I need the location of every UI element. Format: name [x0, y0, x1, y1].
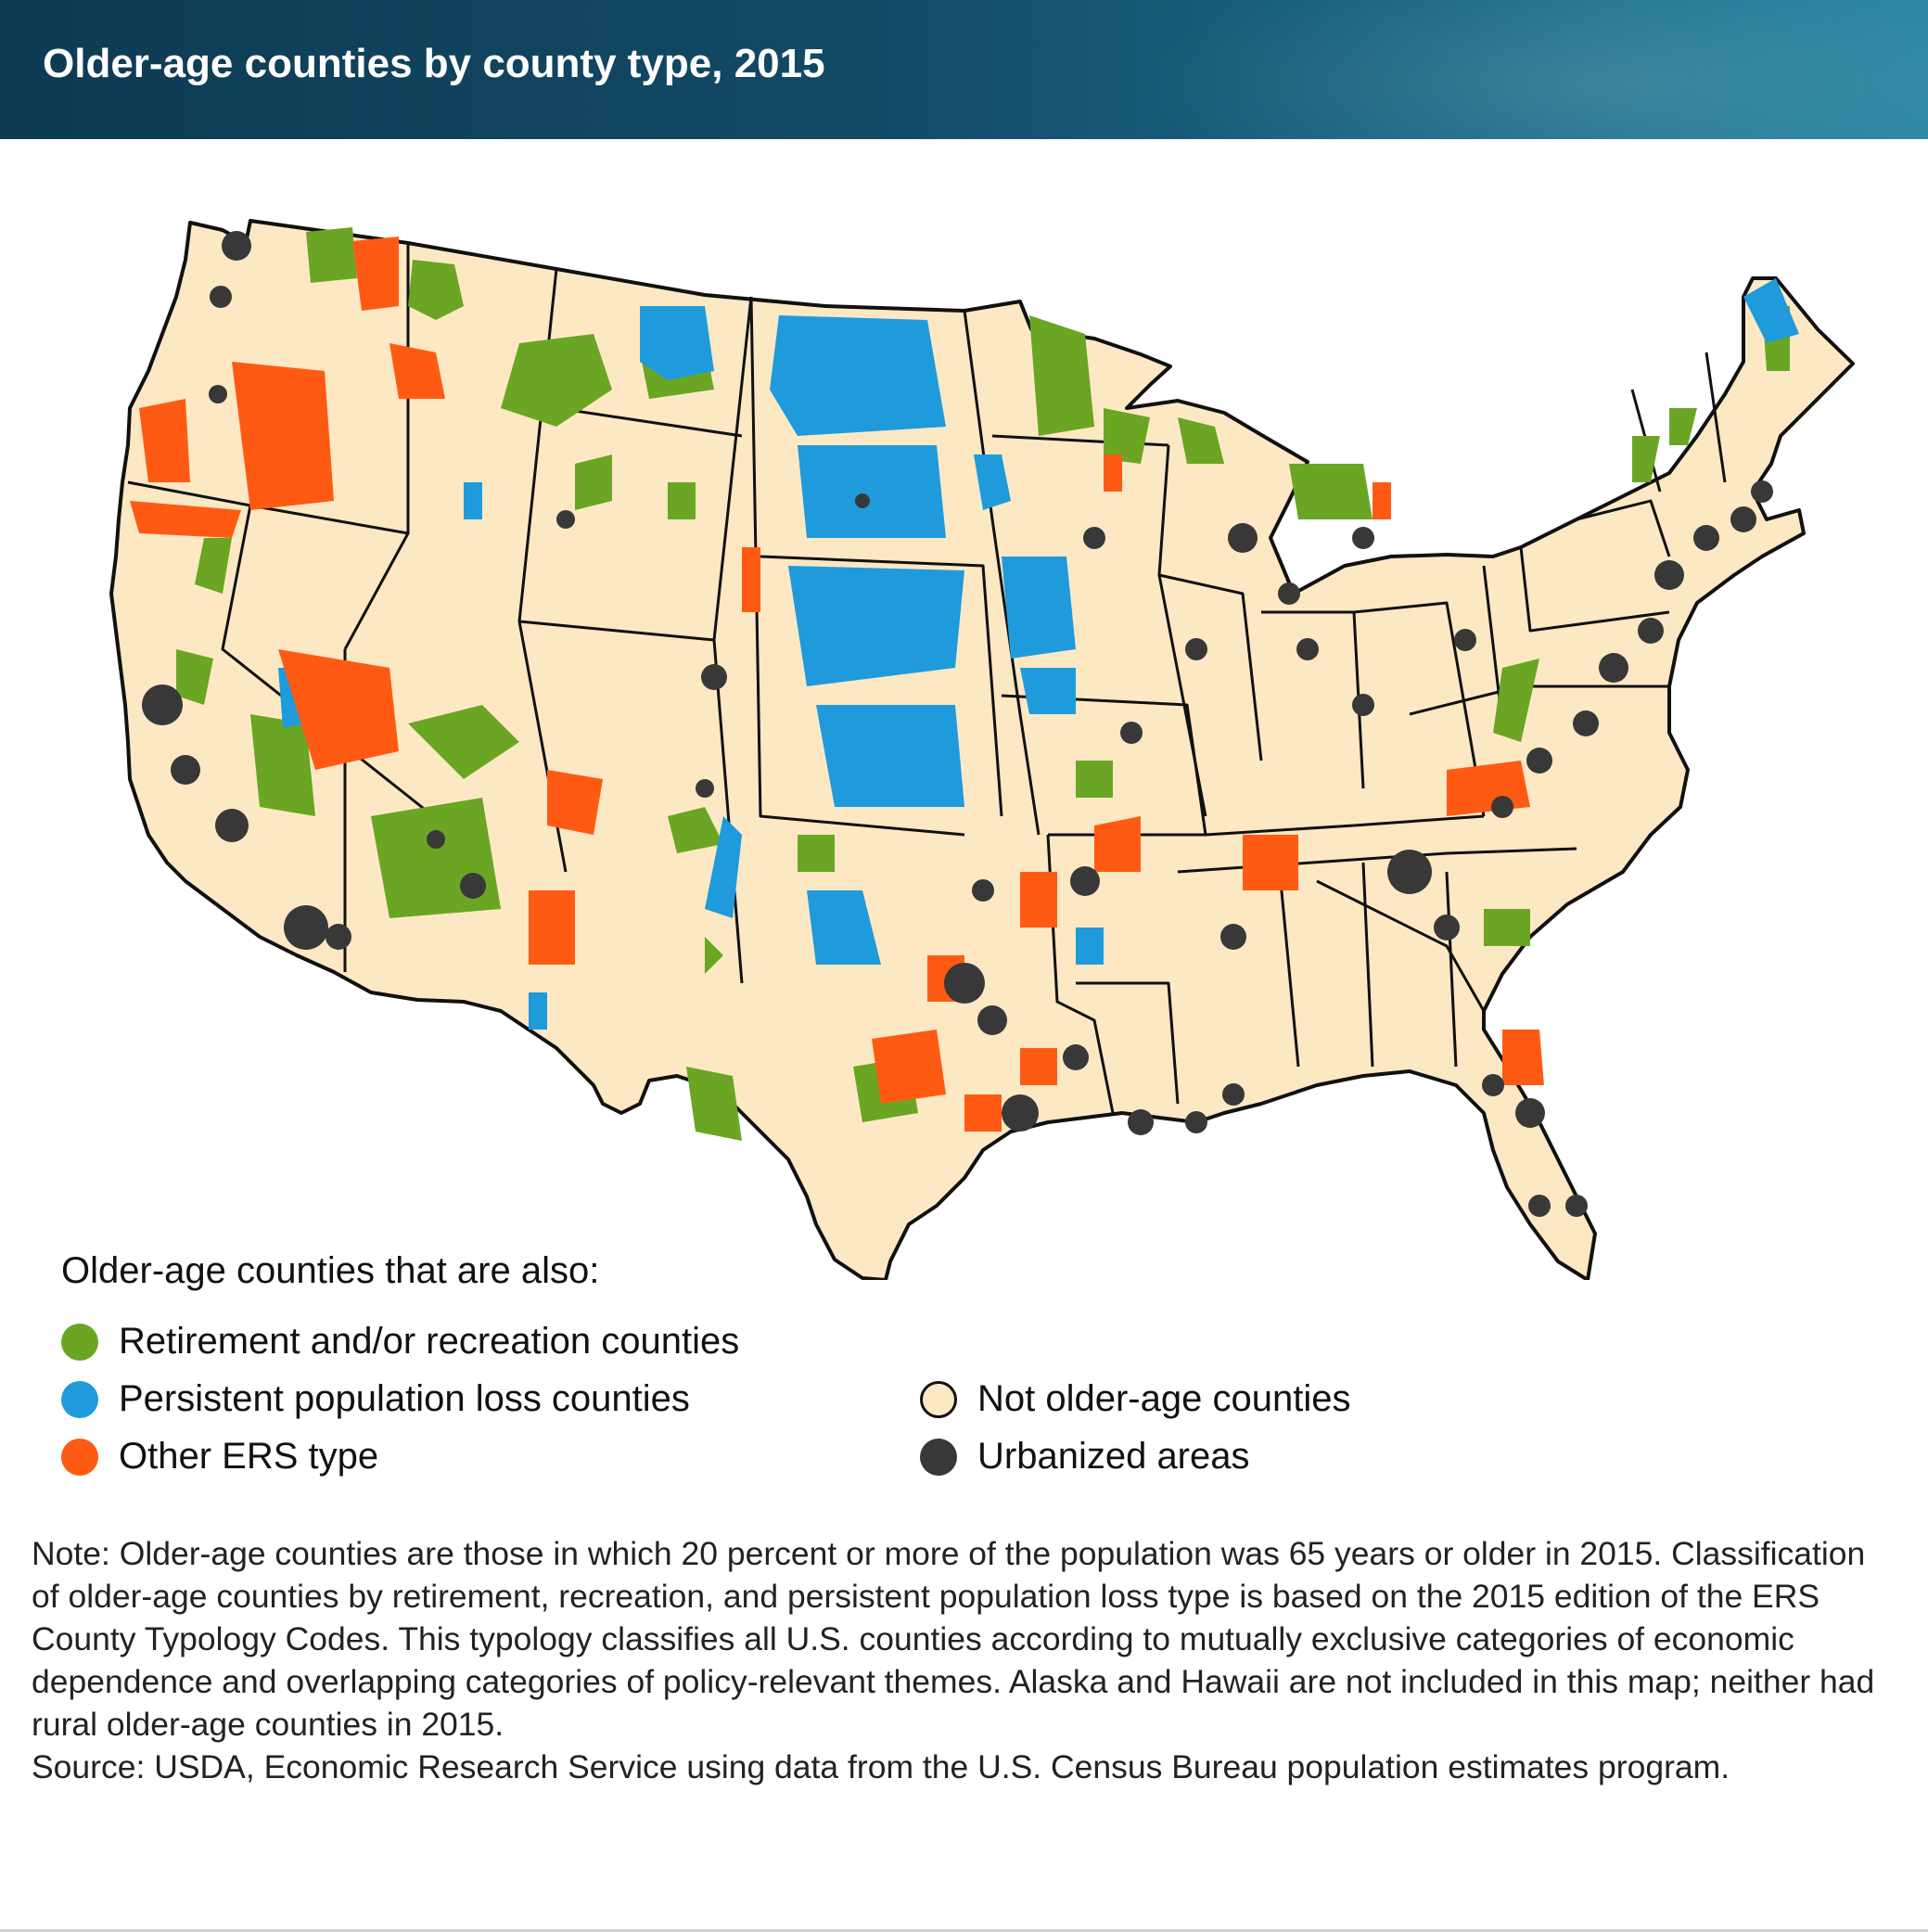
legend-item-urbanized: Urbanized areas	[920, 1436, 1250, 1478]
legend-swatch-orange	[61, 1438, 98, 1476]
map-svg	[109, 219, 1855, 1280]
legend-swatch-dark	[920, 1438, 957, 1476]
legend-item-population-loss: Persistent population loss counties	[61, 1378, 690, 1420]
urbanized-areas	[142, 231, 1773, 1217]
legend-item-other-ers: Other ERS type	[61, 1436, 378, 1478]
note-block: Note: Older-age counties are those in wh…	[32, 1532, 1896, 1788]
legend-label-urbanized: Urbanized areas	[977, 1436, 1250, 1477]
other-ers-areas	[130, 237, 1544, 1132]
legend-label-not-older-age: Not older-age counties	[977, 1378, 1351, 1419]
legend-item-retirement-recreation: Retirement and/or recreation counties	[61, 1321, 739, 1363]
legend-title: Older-age counties that are also:	[61, 1250, 600, 1291]
note-text: Note: Older-age counties are those in wh…	[32, 1535, 1875, 1743]
population-loss-areas	[278, 278, 1799, 1030]
legend-swatch-blue	[61, 1380, 98, 1418]
source-text: Source: USDA, Economic Research Service …	[32, 1748, 1730, 1785]
legend-label-population-loss: Persistent population loss counties	[119, 1378, 690, 1419]
header-banner: Older-age counties by county type, 2015	[0, 0, 1928, 139]
legend-label-other-ers: Other ERS type	[119, 1436, 379, 1477]
us-county-map	[0, 139, 1928, 1280]
legend-label-retirement-recreation: Retirement and/or recreation counties	[119, 1321, 740, 1362]
legend-swatch-green	[61, 1323, 98, 1361]
legend-swatch-cream	[920, 1380, 957, 1418]
header-swoosh	[1093, 0, 1928, 139]
bottom-rule	[0, 1929, 1928, 1932]
page-title: Older-age counties by county type, 2015	[43, 41, 825, 86]
legend-item-not-older-age: Not older-age counties	[920, 1378, 1350, 1420]
state-borders	[127, 243, 1727, 1114]
